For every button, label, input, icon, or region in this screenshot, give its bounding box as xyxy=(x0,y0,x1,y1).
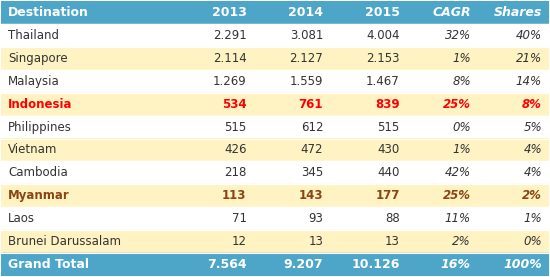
Text: 2%: 2% xyxy=(452,235,471,248)
Text: 761: 761 xyxy=(299,98,323,111)
Text: 2.114: 2.114 xyxy=(213,52,246,65)
Text: 1%: 1% xyxy=(524,212,542,225)
Text: 88: 88 xyxy=(385,212,400,225)
Text: Philippines: Philippines xyxy=(8,120,72,134)
Text: 4%: 4% xyxy=(524,143,542,157)
Text: 1.467: 1.467 xyxy=(366,75,400,88)
Text: 8%: 8% xyxy=(522,98,542,111)
Text: 7.564: 7.564 xyxy=(207,258,246,271)
Text: 10.126: 10.126 xyxy=(351,258,400,271)
Text: 113: 113 xyxy=(222,189,246,202)
Text: Vietnam: Vietnam xyxy=(8,143,57,157)
Bar xyxy=(2,116,548,138)
Text: 839: 839 xyxy=(375,98,400,111)
Text: 515: 515 xyxy=(224,120,246,134)
Text: 4%: 4% xyxy=(524,166,542,179)
Bar xyxy=(2,93,548,116)
Text: 12: 12 xyxy=(232,235,246,248)
Bar xyxy=(2,70,548,93)
Text: Malaysia: Malaysia xyxy=(8,75,60,88)
Text: 14%: 14% xyxy=(516,75,542,88)
Text: Cambodia: Cambodia xyxy=(8,166,68,179)
Text: 3.081: 3.081 xyxy=(290,29,323,42)
Text: 2014: 2014 xyxy=(288,6,323,19)
Text: 515: 515 xyxy=(377,120,400,134)
Text: 2%: 2% xyxy=(522,189,542,202)
Text: 2013: 2013 xyxy=(212,6,246,19)
Text: 1%: 1% xyxy=(452,143,471,157)
Text: Laos: Laos xyxy=(8,212,35,225)
Text: 345: 345 xyxy=(301,166,323,179)
Text: 40%: 40% xyxy=(516,29,542,42)
Text: 9.207: 9.207 xyxy=(284,258,323,271)
Text: 2.291: 2.291 xyxy=(213,29,246,42)
Text: Shares: Shares xyxy=(494,6,542,19)
Text: Myanmar: Myanmar xyxy=(8,189,70,202)
Text: 2.153: 2.153 xyxy=(366,52,400,65)
Text: 143: 143 xyxy=(299,189,323,202)
Text: Singapore: Singapore xyxy=(8,52,68,65)
Text: 13: 13 xyxy=(385,235,400,248)
Text: Thailand: Thailand xyxy=(8,29,59,42)
Text: 472: 472 xyxy=(301,143,323,157)
Text: 430: 430 xyxy=(377,143,400,157)
Text: 1%: 1% xyxy=(452,52,471,65)
Text: Indonesia: Indonesia xyxy=(8,98,73,111)
Text: 42%: 42% xyxy=(445,166,471,179)
Text: Brunei Darussalam: Brunei Darussalam xyxy=(8,235,121,248)
Bar xyxy=(2,24,548,47)
Text: 0%: 0% xyxy=(452,120,471,134)
Text: 21%: 21% xyxy=(516,52,542,65)
Bar xyxy=(2,207,548,230)
Bar xyxy=(2,1,548,24)
Text: 177: 177 xyxy=(376,189,400,202)
Bar xyxy=(2,161,548,184)
Text: 8%: 8% xyxy=(452,75,471,88)
Text: 32%: 32% xyxy=(445,29,471,42)
Text: 25%: 25% xyxy=(443,189,471,202)
Text: 2.127: 2.127 xyxy=(289,52,323,65)
Text: 1.269: 1.269 xyxy=(213,75,246,88)
Text: 534: 534 xyxy=(222,98,246,111)
Text: 440: 440 xyxy=(377,166,400,179)
Text: 2015: 2015 xyxy=(365,6,400,19)
Text: 5%: 5% xyxy=(524,120,542,134)
Text: 4.004: 4.004 xyxy=(366,29,400,42)
Bar xyxy=(2,253,548,276)
Text: 71: 71 xyxy=(232,212,246,225)
Text: 218: 218 xyxy=(224,166,246,179)
Bar xyxy=(2,138,548,161)
Text: 93: 93 xyxy=(309,212,323,225)
Text: 11%: 11% xyxy=(445,212,471,225)
Text: 16%: 16% xyxy=(441,258,471,271)
Text: 0%: 0% xyxy=(524,235,542,248)
Text: 426: 426 xyxy=(224,143,246,157)
Text: 25%: 25% xyxy=(443,98,471,111)
Text: 100%: 100% xyxy=(503,258,542,271)
Text: 13: 13 xyxy=(309,235,323,248)
Text: Grand Total: Grand Total xyxy=(8,258,89,271)
Text: Destination: Destination xyxy=(8,6,89,19)
Bar xyxy=(2,230,548,253)
Bar xyxy=(2,47,548,70)
Bar xyxy=(2,184,548,207)
Text: CAGR: CAGR xyxy=(432,6,471,19)
Text: 612: 612 xyxy=(301,120,323,134)
Text: 1.559: 1.559 xyxy=(290,75,323,88)
